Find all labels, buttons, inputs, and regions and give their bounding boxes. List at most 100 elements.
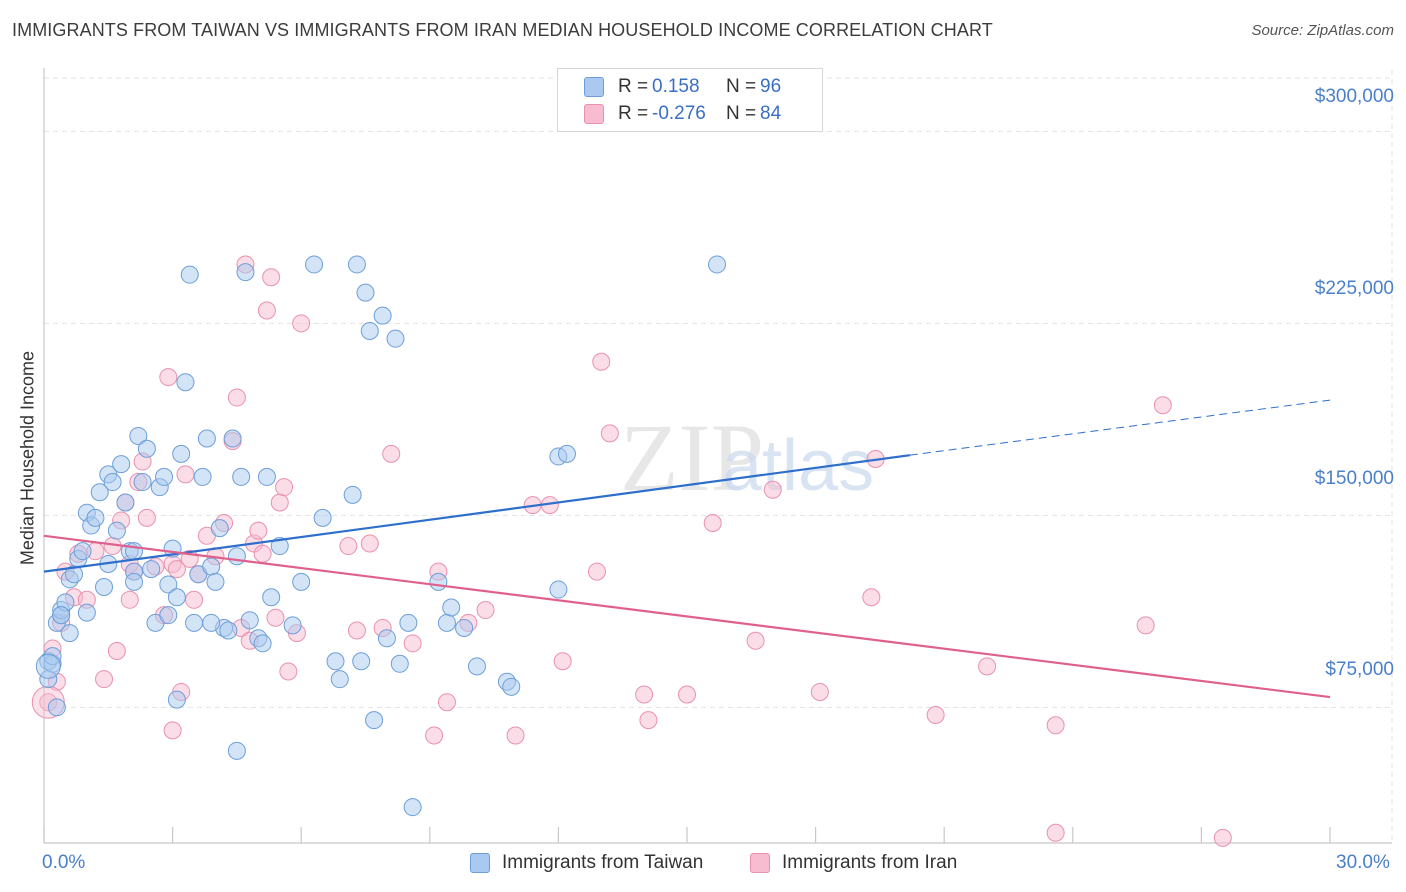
iran-point <box>249 521 268 540</box>
taiwan-point <box>77 603 96 622</box>
iran-point <box>592 352 611 371</box>
iran-point <box>275 478 294 497</box>
taiwan-point <box>202 557 221 576</box>
taiwan-point <box>176 373 195 392</box>
taiwan-point <box>159 606 178 625</box>
watermark-zip: ZIP <box>620 404 764 511</box>
iran-point <box>678 685 696 704</box>
iran-point <box>763 480 782 499</box>
taiwan-point <box>455 618 474 637</box>
iran-point <box>262 268 281 287</box>
iran-point <box>137 508 156 527</box>
legend-item-iran: Immigrants from Iran <box>750 852 957 874</box>
iran-legend-label: Immigrants from Iran <box>782 852 958 873</box>
taiwan-point <box>365 711 384 730</box>
taiwan-point <box>377 629 396 648</box>
taiwan-point <box>47 698 66 717</box>
iran-r-value: -0.276 <box>652 103 706 124</box>
iran-point <box>1046 823 1065 842</box>
taiwan-point <box>305 255 324 274</box>
taiwan-point <box>326 652 345 671</box>
iran-point <box>176 465 195 484</box>
taiwan-point <box>35 653 61 679</box>
iran-legend-swatch <box>750 853 770 873</box>
taiwan-point <box>167 588 186 607</box>
taiwan-point <box>236 263 255 282</box>
n-label: N = <box>726 103 757 124</box>
iran-point <box>926 706 945 724</box>
iran-point <box>403 634 422 653</box>
iran-swatch <box>584 104 604 124</box>
iran-point <box>639 711 658 730</box>
taiwan-point <box>292 572 311 591</box>
taiwan-point <box>197 429 216 448</box>
taiwan-point <box>202 613 221 632</box>
taiwan-point <box>159 575 178 594</box>
taiwan-point <box>219 621 238 640</box>
trendlines <box>43 399 1331 699</box>
taiwan-point <box>227 547 246 566</box>
iran-point <box>270 493 289 512</box>
legend-row-iran: R = -0.276 N = 84 <box>584 102 781 126</box>
taiwan-point <box>210 519 229 538</box>
taiwan-point <box>227 741 246 760</box>
taiwan-point <box>107 521 126 540</box>
iran-point <box>978 657 997 676</box>
iran-point <box>159 368 178 387</box>
taiwan-point <box>352 652 371 671</box>
y-tick-label: $75,000 <box>1325 659 1394 680</box>
iran-point <box>227 388 246 407</box>
taiwan-swatch <box>584 77 604 97</box>
n-label: N = <box>726 76 757 97</box>
iran-point <box>1153 396 1172 415</box>
r-label: R = <box>618 103 649 124</box>
taiwan-point <box>429 572 448 591</box>
taiwan-point <box>557 444 576 463</box>
taiwan-point <box>343 485 362 504</box>
iran-point <box>506 726 525 745</box>
iran-point <box>253 544 272 563</box>
taiwan-point <box>253 634 272 653</box>
taiwan-point <box>137 439 156 458</box>
taiwan-point <box>270 537 289 556</box>
taiwan-point <box>240 611 259 630</box>
taiwan-trendline-extension <box>909 399 1331 456</box>
taiwan-point <box>86 508 105 527</box>
iran-point <box>862 588 881 607</box>
taiwan-point <box>399 613 418 632</box>
stats-legend: R = 0.158 N = 96 R = -0.276 N = 84 <box>557 68 823 132</box>
iran-point <box>1046 716 1065 735</box>
iran-point <box>476 601 495 620</box>
chart-title: IMMIGRANTS FROM TAIWAN VS IMMIGRANTS FRO… <box>12 20 993 40</box>
iran-point <box>120 590 139 609</box>
axes <box>43 68 1392 844</box>
iran-trendline <box>43 534 1331 699</box>
taiwan-point <box>257 467 276 486</box>
taiwan-point <box>360 322 379 340</box>
iran-point <box>810 682 829 701</box>
legend-row-taiwan: R = 0.158 N = 96 <box>584 75 781 99</box>
taiwan-point <box>172 444 191 463</box>
iran-point <box>257 301 276 320</box>
iran-point <box>746 631 765 650</box>
iran-point <box>1136 616 1155 635</box>
iran-points <box>31 255 1232 847</box>
taiwan-trendline <box>43 454 911 573</box>
iran-point <box>382 444 401 463</box>
y-tick-label: $225,000 <box>1314 278 1394 299</box>
iran-point <box>163 721 182 740</box>
iran-point <box>95 670 114 689</box>
iran-point <box>292 314 311 333</box>
taiwan-point <box>133 473 152 492</box>
iran-point <box>185 590 204 609</box>
taiwan-point <box>356 283 375 302</box>
taiwan-point <box>283 616 302 635</box>
iran-point <box>360 534 379 553</box>
taiwan-point <box>129 426 148 445</box>
taiwan-point <box>52 606 71 625</box>
x-tick-label-max: 30.0% <box>1336 852 1390 873</box>
taiwan-point <box>90 483 109 502</box>
taiwan-point <box>193 467 212 486</box>
taiwan-legend-swatch <box>470 853 490 873</box>
